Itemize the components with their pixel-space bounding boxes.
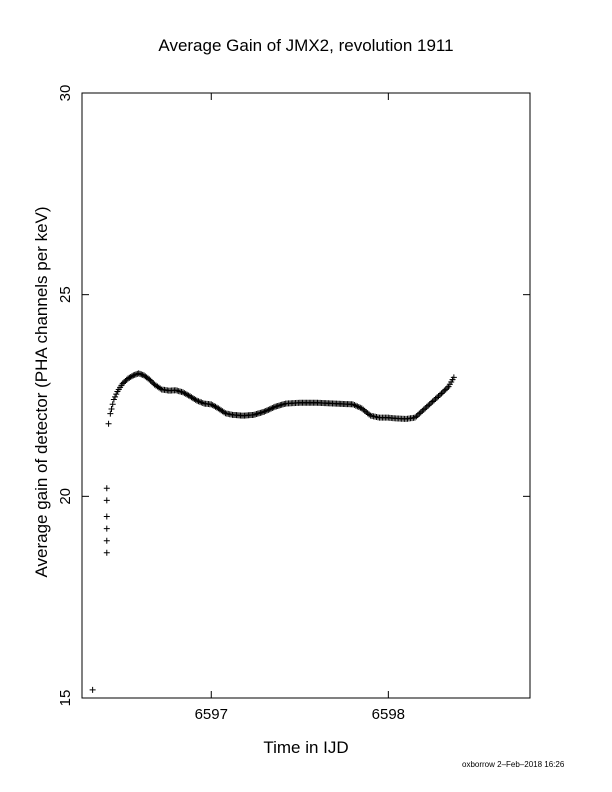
- data-point: [107, 410, 114, 417]
- plot-frame: [81, 92, 531, 699]
- data-points: [89, 370, 457, 693]
- data-point: [103, 525, 110, 532]
- data-point: [195, 398, 202, 405]
- data-point: [135, 370, 142, 377]
- data-point: [112, 393, 119, 400]
- data-point: [413, 413, 420, 420]
- y-tick-label: 30: [57, 85, 74, 102]
- data-point: [420, 406, 427, 413]
- data-point: [417, 409, 424, 416]
- data-point: [136, 370, 143, 377]
- data-point: [351, 402, 358, 409]
- data-point: [444, 384, 451, 391]
- data-point: [425, 402, 432, 409]
- data-point: [438, 390, 445, 397]
- axis-ticks: [82, 92, 530, 699]
- data-point: [422, 405, 429, 412]
- data-point: [266, 406, 273, 413]
- data-point: [133, 371, 140, 378]
- data-point: [428, 399, 435, 406]
- data-point: [103, 485, 110, 492]
- data-point: [131, 371, 138, 378]
- y-axis-label-text: Average gain of detector (PHA channels p…: [32, 206, 51, 578]
- data-point: [450, 374, 457, 381]
- data-point: [435, 393, 442, 400]
- data-point: [429, 398, 436, 405]
- footer-timestamp: oxborrow 2–Feb–2018 16:26: [462, 760, 565, 769]
- data-point: [113, 391, 120, 398]
- y-tick-label: 25: [57, 286, 74, 303]
- data-point: [108, 405, 115, 412]
- data-point: [221, 409, 228, 416]
- data-point: [411, 414, 418, 421]
- data-point: [198, 399, 205, 406]
- x-tick-label: 6597: [195, 706, 228, 723]
- data-point: [130, 372, 137, 379]
- data-point: [194, 397, 201, 404]
- data-point: [148, 378, 155, 385]
- data-point: [434, 394, 441, 401]
- data-point: [431, 397, 438, 404]
- data-point: [269, 405, 276, 412]
- data-point: [147, 377, 154, 384]
- data-point: [192, 396, 199, 403]
- x-tick-label: 6598: [372, 706, 405, 723]
- data-point: [105, 420, 112, 427]
- data-point: [442, 386, 449, 393]
- data-point: [89, 686, 96, 693]
- data-point: [110, 396, 117, 403]
- data-point: [261, 408, 268, 415]
- data-point: [416, 410, 423, 417]
- data-point: [103, 549, 110, 556]
- y-tick-label: 15: [57, 690, 74, 707]
- data-point: [129, 373, 136, 380]
- data-point: [436, 391, 443, 398]
- data-point: [423, 403, 430, 410]
- data-point: [196, 398, 203, 405]
- data-point: [103, 497, 110, 504]
- y-tick-label: 20: [57, 488, 74, 505]
- data-point: [349, 401, 356, 408]
- data-point: [432, 395, 439, 402]
- data-point: [264, 407, 271, 414]
- axis-tick-labels: 6597 6598 15 20 25 30: [57, 85, 405, 723]
- data-point: [157, 385, 164, 392]
- data-point: [146, 376, 153, 383]
- data-point: [439, 389, 446, 396]
- data-point: [419, 407, 426, 414]
- data-point: [355, 404, 362, 411]
- data-point: [354, 403, 361, 410]
- data-point: [270, 404, 277, 411]
- data-point: [103, 537, 110, 544]
- data-point: [109, 401, 116, 408]
- chart-title: Average Gain of JMX2, revolution 1911: [158, 36, 454, 55]
- data-point: [138, 371, 145, 378]
- data-point: [265, 406, 272, 413]
- data-point: [103, 513, 110, 520]
- data-point: [352, 402, 359, 409]
- data-point: [426, 401, 433, 408]
- x-axis-label: Time in IJD: [263, 738, 349, 757]
- data-point: [262, 408, 269, 415]
- data-point: [414, 411, 421, 418]
- data-point: [441, 387, 448, 394]
- data-point: [199, 400, 206, 407]
- data-point: [268, 405, 275, 412]
